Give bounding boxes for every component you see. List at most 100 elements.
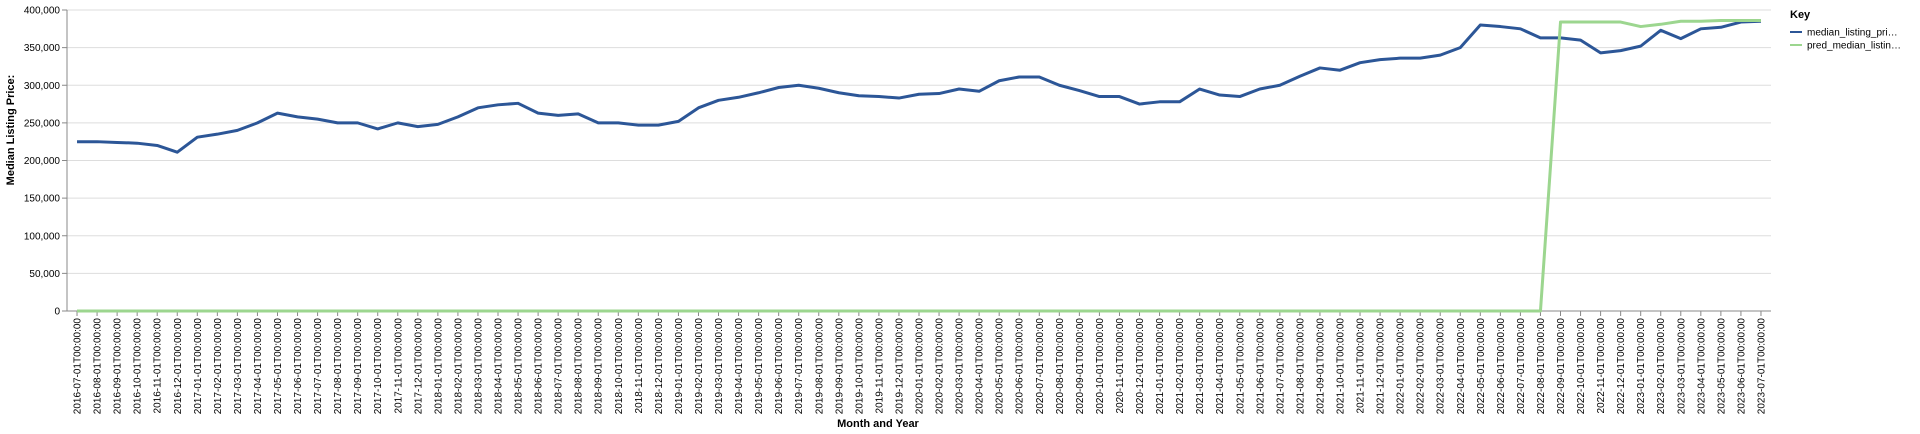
x-tick-label: 2020-07-01T00:00:00: [1035, 318, 1046, 415]
x-tick-label: 2017-09-01T00:00:00: [353, 318, 364, 415]
x-tick-label: 2023-07-01T00:00:00: [1756, 318, 1767, 415]
x-tick-label: 2019-10-01T00:00:00: [854, 318, 865, 415]
x-tick-label: 2019-12-01T00:00:00: [894, 318, 905, 415]
x-tick-label: 2018-01-01T00:00:00: [433, 318, 444, 415]
x-tick-label: 2022-08-01T00:00:00: [1536, 318, 1547, 415]
x-tick-label: 2022-05-01T00:00:00: [1476, 318, 1487, 415]
x-tick-label: 2021-07-01T00:00:00: [1275, 318, 1286, 415]
y-tick-label: 250,000: [24, 118, 61, 129]
x-tick-label: 2018-07-01T00:00:00: [554, 318, 565, 415]
x-tick-label: 2017-02-01T00:00:00: [213, 318, 224, 415]
x-tick-label: 2016-08-01T00:00:00: [93, 318, 104, 415]
y-tick-label: 50,000: [29, 269, 60, 280]
x-tick-label: 2020-09-01T00:00:00: [1075, 318, 1086, 415]
x-tick-label: 2022-10-01T00:00:00: [1576, 318, 1587, 415]
x-tick-label: 2020-06-01T00:00:00: [1015, 318, 1026, 415]
x-tick-label: 2020-03-01T00:00:00: [955, 318, 966, 415]
x-tick-label: 2021-01-01T00:00:00: [1155, 318, 1166, 415]
legend-title: Key: [1790, 9, 1811, 21]
x-tick-label: 2018-09-01T00:00:00: [594, 318, 605, 415]
x-tick-label: 2022-06-01T00:00:00: [1496, 318, 1507, 415]
x-tick-label: 2017-08-01T00:00:00: [333, 318, 344, 415]
x-tick-label: 2016-09-01T00:00:00: [113, 318, 124, 415]
x-tick-label: 2023-03-01T00:00:00: [1676, 318, 1687, 415]
x-tick-label: 2018-08-01T00:00:00: [574, 318, 585, 415]
x-tick-label: 2017-10-01T00:00:00: [373, 318, 384, 415]
x-axis-title: Month and Year: [837, 418, 919, 430]
x-tick-label: 2020-12-01T00:00:00: [1135, 318, 1146, 415]
legend-label: median_listing_pri…: [1807, 28, 1898, 39]
line-series: [77, 19, 1761, 313]
x-tick-label: 2021-06-01T00:00:00: [1255, 318, 1266, 415]
x-tick-label: 2019-01-01T00:00:00: [674, 318, 685, 415]
x-tick-label: 2022-09-01T00:00:00: [1556, 318, 1567, 415]
x-tick-label: 2022-03-01T00:00:00: [1436, 318, 1447, 415]
x-tick-label: 2023-02-01T00:00:00: [1656, 318, 1667, 415]
x-tick-label: 2023-05-01T00:00:00: [1716, 318, 1727, 415]
x-tick-label: 2019-07-01T00:00:00: [794, 318, 805, 415]
x-tick-label: 2020-01-01T00:00:00: [915, 318, 926, 415]
x-tick-label: 2017-12-01T00:00:00: [413, 318, 424, 415]
x-tick-label: 2021-08-01T00:00:00: [1295, 318, 1306, 415]
x-tick-label: 2018-04-01T00:00:00: [494, 318, 505, 415]
x-tick-label: 2017-01-01T00:00:00: [193, 318, 204, 415]
x-tick-label: 2021-04-01T00:00:00: [1215, 318, 1226, 415]
x-tick-label: 2017-05-01T00:00:00: [273, 318, 284, 415]
x-tick-label: 2018-02-01T00:00:00: [453, 318, 464, 415]
y-tick-label: 300,000: [24, 81, 61, 92]
x-tick-label: 2016-10-01T00:00:00: [133, 318, 144, 415]
x-tick-label: 2021-02-01T00:00:00: [1175, 318, 1186, 415]
x-tick-label: 2022-12-01T00:00:00: [1616, 318, 1627, 415]
x-tick-label: 2023-06-01T00:00:00: [1736, 318, 1747, 415]
x-tick-label: 2017-11-01T00:00:00: [393, 318, 404, 414]
x-tick-label: 2017-03-01T00:00:00: [233, 318, 244, 415]
x-tick-label: 2022-04-01T00:00:00: [1456, 318, 1467, 415]
x-tick-label: 2019-05-01T00:00:00: [754, 318, 765, 415]
x-tick-label: 2022-07-01T00:00:00: [1516, 318, 1527, 415]
y-tick-label: 200,000: [24, 156, 61, 167]
x-tick-label: 2020-11-01T00:00:00: [1115, 318, 1126, 414]
x-tick-label: 2020-04-01T00:00:00: [975, 318, 986, 415]
x-tick-label: 2022-02-01T00:00:00: [1416, 318, 1427, 415]
y-tick-label: 100,000: [24, 231, 61, 242]
x-tick-label: 2020-02-01T00:00:00: [935, 318, 946, 415]
x-tick-label: 2021-09-01T00:00:00: [1315, 318, 1326, 415]
x-tick-label: 2018-05-01T00:00:00: [514, 318, 525, 415]
x-tick-label: 2019-06-01T00:00:00: [774, 318, 785, 415]
y-tick-label: 0: [54, 307, 60, 318]
x-tick-label: 2023-04-01T00:00:00: [1696, 318, 1707, 415]
x-tick-label: 2021-05-01T00:00:00: [1235, 318, 1246, 415]
x-tick-label: 2016-07-01T00:00:00: [73, 318, 84, 415]
x-tick-label: 2021-10-01T00:00:00: [1335, 318, 1346, 415]
x-tick-label: 2020-05-01T00:00:00: [995, 318, 1006, 415]
x-tick-label: 2019-09-01T00:00:00: [834, 318, 845, 415]
x-tick-label: 2016-11-01T00:00:00: [153, 318, 164, 414]
x-tick-label: 2017-07-01T00:00:00: [313, 318, 324, 415]
x-tick-label: 2017-04-01T00:00:00: [253, 318, 264, 415]
legend-label: pred_median_listin…: [1807, 41, 1901, 52]
x-tick-label: 2018-10-01T00:00:00: [614, 318, 625, 415]
x-tick-label: 2020-08-01T00:00:00: [1055, 318, 1066, 415]
x-tick-label: 2019-04-01T00:00:00: [734, 318, 745, 415]
x-tick-label: 2022-11-01T00:00:00: [1596, 318, 1607, 414]
x-tick-label: 2018-06-01T00:00:00: [534, 318, 545, 415]
x-tick-label: 2019-03-01T00:00:00: [714, 318, 725, 415]
x-tick-label: 2019-11-01T00:00:00: [874, 318, 885, 414]
x-tick-label: 2019-08-01T00:00:00: [814, 318, 825, 415]
line-series: [77, 19, 1762, 154]
y-tick-label: 350,000: [24, 43, 61, 54]
x-tick-label: 2021-03-01T00:00:00: [1195, 318, 1206, 415]
x-tick-label: 2018-03-01T00:00:00: [473, 318, 484, 415]
x-tick-label: 2021-12-01T00:00:00: [1376, 318, 1387, 415]
y-tick-label: 150,000: [24, 194, 61, 205]
x-tick-label: 2019-02-01T00:00:00: [694, 318, 705, 415]
x-tick-label: 2022-01-01T00:00:00: [1396, 318, 1407, 415]
y-axis-title: Median Listing Price:: [5, 75, 17, 186]
x-tick-label: 2017-06-01T00:00:00: [293, 318, 304, 415]
x-tick-label: 2016-12-01T00:00:00: [173, 318, 184, 415]
x-tick-label: 2018-11-01T00:00:00: [634, 318, 645, 414]
x-tick-label: 2023-01-01T00:00:00: [1636, 318, 1647, 415]
x-tick-label: 2018-12-01T00:00:00: [654, 318, 665, 415]
y-tick-label: 400,000: [24, 6, 61, 17]
